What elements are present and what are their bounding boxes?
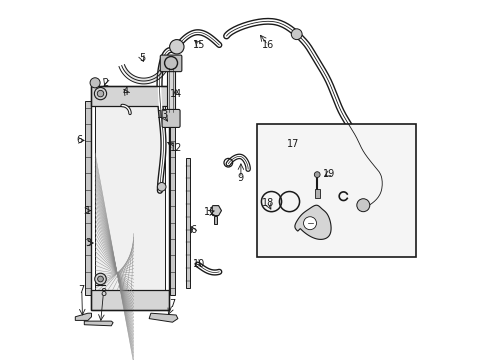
Bar <box>91 86 168 310</box>
Circle shape <box>94 87 106 100</box>
Bar <box>169 101 174 295</box>
Polygon shape <box>75 313 91 320</box>
Bar <box>91 290 168 310</box>
Circle shape <box>291 29 302 40</box>
Text: 1: 1 <box>84 206 91 216</box>
Circle shape <box>97 90 103 97</box>
Circle shape <box>314 172 320 177</box>
Polygon shape <box>149 313 178 322</box>
Text: 6: 6 <box>77 135 82 145</box>
Polygon shape <box>209 206 221 216</box>
Bar <box>95 106 165 290</box>
FancyBboxPatch shape <box>162 109 180 127</box>
Text: 16: 16 <box>261 40 273 50</box>
Text: 4: 4 <box>122 87 128 97</box>
Text: 12: 12 <box>169 143 182 153</box>
Text: 18: 18 <box>261 198 273 208</box>
Circle shape <box>356 199 369 212</box>
Text: 7: 7 <box>79 285 85 295</box>
Text: 5: 5 <box>139 53 145 63</box>
Bar <box>91 86 168 106</box>
Text: 7: 7 <box>169 299 175 309</box>
Circle shape <box>169 40 183 54</box>
Text: 6: 6 <box>190 225 196 235</box>
Text: 15: 15 <box>193 40 205 50</box>
Text: 13: 13 <box>157 110 169 120</box>
Bar <box>257 124 415 257</box>
Text: 11: 11 <box>204 207 216 217</box>
Text: 14: 14 <box>170 89 182 99</box>
Circle shape <box>303 217 316 230</box>
Text: 9: 9 <box>237 173 244 183</box>
Circle shape <box>95 273 106 285</box>
Polygon shape <box>294 205 330 239</box>
Text: 3: 3 <box>84 238 91 248</box>
Text: 2: 2 <box>102 78 108 88</box>
Text: 10: 10 <box>192 258 204 269</box>
Text: 19: 19 <box>322 168 335 179</box>
Bar <box>213 216 217 224</box>
Text: 17: 17 <box>286 139 299 149</box>
Circle shape <box>90 78 100 88</box>
Bar <box>167 68 175 112</box>
Bar <box>185 158 190 288</box>
FancyBboxPatch shape <box>160 55 182 72</box>
Circle shape <box>157 183 166 191</box>
Circle shape <box>98 276 103 282</box>
Text: 8: 8 <box>100 288 106 298</box>
Bar <box>85 101 91 295</box>
Polygon shape <box>84 321 113 326</box>
Bar <box>314 189 319 198</box>
